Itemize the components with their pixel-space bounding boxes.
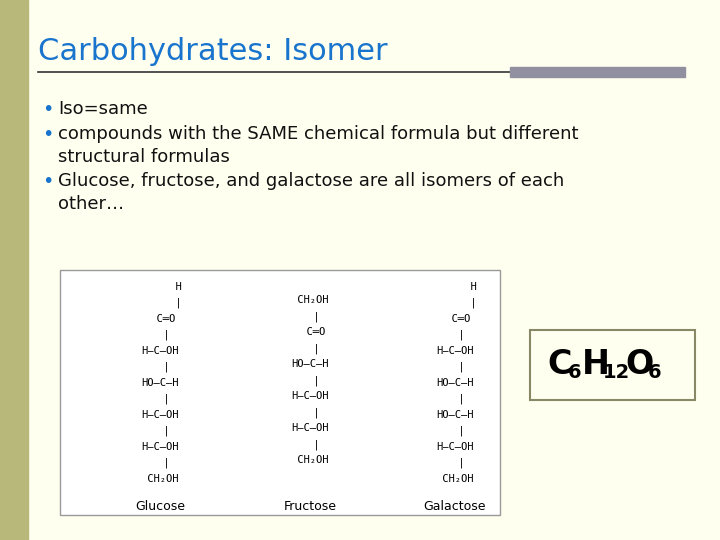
Text: H: H — [582, 348, 610, 381]
Text: |: | — [150, 458, 169, 469]
Text: H: H — [138, 282, 182, 292]
Text: •: • — [42, 125, 53, 144]
Text: |: | — [446, 426, 464, 436]
Text: H–C–OH: H–C–OH — [436, 346, 474, 356]
Bar — [0, 0, 28, 540]
Bar — [530, 330, 695, 400]
Text: Glucose, fructose, and galactose are all isomers of each
other…: Glucose, fructose, and galactose are all… — [58, 172, 564, 213]
Text: |: | — [138, 298, 182, 308]
Text: •: • — [42, 100, 53, 119]
Text: 6: 6 — [648, 363, 662, 382]
Text: |: | — [150, 426, 169, 436]
Text: |: | — [301, 407, 320, 417]
Text: |: | — [433, 298, 477, 308]
Text: HO–C–H: HO–C–H — [141, 378, 179, 388]
Text: C═O: C═O — [294, 327, 325, 337]
Text: CH₂OH: CH₂OH — [292, 295, 329, 305]
Text: |: | — [150, 330, 169, 341]
Text: |: | — [301, 439, 320, 449]
Text: 12: 12 — [603, 363, 630, 382]
Text: Galactose: Galactose — [424, 500, 486, 513]
Text: H–C–OH: H–C–OH — [141, 442, 179, 452]
Text: Glucose: Glucose — [135, 500, 185, 513]
Text: •: • — [42, 172, 53, 191]
Text: |: | — [301, 343, 320, 354]
Bar — [510, 67, 685, 77]
Text: HO–C–H: HO–C–H — [292, 359, 329, 369]
Text: C: C — [547, 348, 572, 381]
Text: C═O: C═O — [145, 314, 176, 324]
Text: Carbohydrates: Isomer: Carbohydrates: Isomer — [38, 37, 387, 66]
Text: |: | — [446, 362, 464, 373]
Text: Fructose: Fructose — [284, 500, 336, 513]
Bar — [60, 270, 500, 515]
Text: |: | — [301, 375, 320, 386]
Text: H–C–OH: H–C–OH — [141, 346, 179, 356]
Text: CH₂OH: CH₂OH — [292, 455, 329, 465]
Text: 6: 6 — [568, 363, 582, 382]
Text: H–C–OH: H–C–OH — [292, 391, 329, 401]
Text: HO–C–H: HO–C–H — [436, 378, 474, 388]
Text: HO–C–H: HO–C–H — [436, 410, 474, 420]
Text: |: | — [301, 311, 320, 321]
Text: |: | — [150, 394, 169, 404]
Text: H–C–OH: H–C–OH — [292, 423, 329, 433]
Text: CH₂OH: CH₂OH — [141, 474, 179, 484]
Text: |: | — [150, 362, 169, 373]
Text: CH₂OH: CH₂OH — [436, 474, 474, 484]
Text: compounds with the SAME chemical formula but different
structural formulas: compounds with the SAME chemical formula… — [58, 125, 578, 166]
Text: C═O: C═O — [439, 314, 471, 324]
Text: |: | — [446, 394, 464, 404]
Text: O: O — [625, 348, 653, 381]
Text: |: | — [446, 330, 464, 341]
Text: H: H — [433, 282, 477, 292]
Text: H–C–OH: H–C–OH — [141, 410, 179, 420]
Text: H–C–OH: H–C–OH — [436, 442, 474, 452]
Text: |: | — [446, 458, 464, 469]
Text: Iso=same: Iso=same — [58, 100, 148, 118]
